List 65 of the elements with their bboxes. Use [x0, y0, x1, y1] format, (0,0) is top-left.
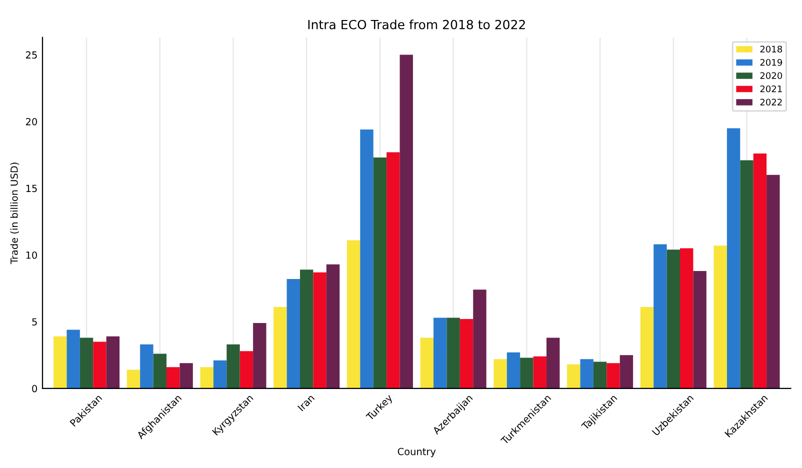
legend-label: 2018 — [760, 46, 782, 53]
y-tick-label: 10 — [26, 251, 37, 259]
bar — [240, 351, 254, 388]
bar — [680, 248, 694, 388]
bar — [326, 264, 340, 388]
bar — [66, 330, 80, 388]
bar — [606, 363, 620, 388]
bar — [666, 250, 680, 388]
bar — [460, 319, 474, 388]
bar — [567, 364, 580, 388]
bar — [494, 359, 507, 388]
y-tick-label: 25 — [26, 51, 37, 59]
bar — [400, 54, 413, 388]
y-tick-label: 15 — [26, 184, 37, 192]
bar — [200, 367, 214, 388]
bar — [106, 336, 120, 388]
bar — [726, 128, 740, 388]
bar — [766, 174, 780, 388]
bar — [654, 244, 667, 388]
legend-label: 2021 — [760, 85, 782, 92]
bar — [580, 359, 594, 388]
bar — [520, 358, 534, 388]
bar — [740, 160, 754, 388]
bar — [180, 363, 193, 388]
bar — [386, 152, 400, 388]
bar — [253, 323, 266, 388]
bar — [54, 336, 67, 388]
bar — [300, 270, 314, 388]
bar — [446, 318, 460, 388]
y-axis-title: Trade (in billion USD) — [10, 162, 19, 264]
legend-label: 2022 — [760, 98, 782, 106]
bar — [286, 279, 300, 388]
bar — [360, 130, 374, 388]
bar — [593, 362, 607, 388]
x-tick-label: Iran — [297, 394, 315, 412]
bar — [140, 344, 154, 388]
bar — [80, 338, 94, 388]
y-tick-label: 5 — [32, 318, 37, 326]
bar — [226, 344, 240, 388]
bar — [753, 154, 767, 388]
bar — [153, 354, 166, 388]
bar — [313, 272, 326, 388]
bar — [346, 240, 360, 388]
legend-label: 2019 — [760, 58, 782, 66]
bar — [506, 352, 520, 388]
bar — [434, 318, 447, 388]
bar — [640, 307, 654, 388]
bar — [126, 370, 140, 388]
y-tick-label: 0 — [32, 384, 37, 392]
y-tick-label: 20 — [26, 118, 37, 126]
bar — [420, 338, 434, 388]
bar — [473, 290, 486, 388]
bar — [213, 360, 227, 388]
bar — [714, 246, 727, 388]
chart-title: Intra ECO Trade from 2018 to 2022 — [308, 20, 525, 30]
bar — [546, 338, 560, 388]
bar — [533, 356, 546, 388]
x-axis-title: Country — [398, 448, 436, 458]
bar — [93, 342, 106, 388]
legend-label: 2020 — [760, 72, 782, 80]
bar — [274, 307, 287, 388]
bar — [373, 158, 387, 388]
bar — [693, 270, 706, 388]
bar — [166, 367, 180, 388]
bar — [620, 355, 634, 388]
